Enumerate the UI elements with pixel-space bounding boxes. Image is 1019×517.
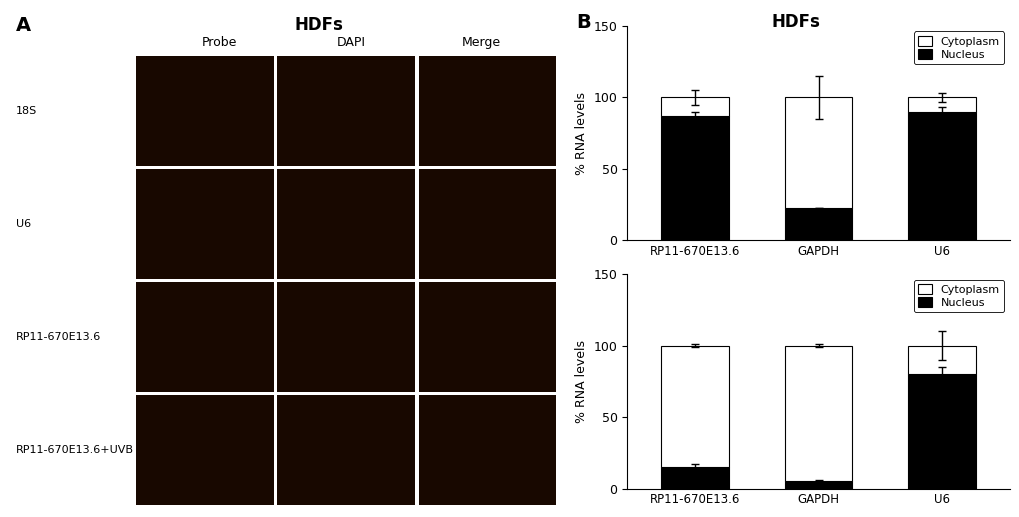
Bar (660, 116, 729, 240)
Bar (277, 282, 415, 392)
Bar (660, 97, 729, 116)
Bar (784, 345, 852, 481)
Bar (907, 112, 975, 240)
Bar (419, 169, 555, 279)
Text: RP11-670E13.6+UVB: RP11-670E13.6+UVB (15, 445, 133, 455)
Bar (660, 467, 729, 489)
Bar (136, 282, 273, 392)
Text: HDFs: HDFs (770, 13, 819, 31)
Bar (660, 345, 729, 467)
Bar (136, 56, 273, 165)
Bar (136, 169, 273, 279)
Text: Normal: Normal (795, 292, 841, 305)
Bar (907, 345, 975, 374)
Bar (907, 374, 975, 489)
Bar (784, 207, 852, 240)
Text: 18S: 18S (15, 106, 37, 116)
Bar (419, 56, 555, 165)
Bar (277, 56, 415, 165)
Text: RP11-670E13.6: RP11-670E13.6 (15, 332, 101, 342)
Bar (784, 97, 852, 207)
Text: Probe: Probe (202, 36, 237, 49)
Y-axis label: % RNA levels: % RNA levels (575, 92, 588, 175)
Bar (907, 97, 975, 112)
Legend: Cytoplasm, Nucleus: Cytoplasm, Nucleus (913, 280, 1004, 312)
Bar (277, 396, 415, 505)
Text: B: B (576, 13, 590, 32)
Text: HDFs: HDFs (293, 16, 342, 34)
Bar (784, 481, 852, 489)
Text: Merge: Merge (462, 36, 500, 49)
Text: A: A (15, 16, 31, 35)
Bar (419, 282, 555, 392)
Bar (136, 396, 273, 505)
Y-axis label: % RNA levels: % RNA levels (575, 340, 588, 423)
Text: U6: U6 (15, 219, 31, 229)
Legend: Cytoplasm, Nucleus: Cytoplasm, Nucleus (913, 32, 1004, 64)
Bar (277, 169, 415, 279)
Bar (419, 396, 555, 505)
Text: DAPI: DAPI (337, 36, 366, 49)
